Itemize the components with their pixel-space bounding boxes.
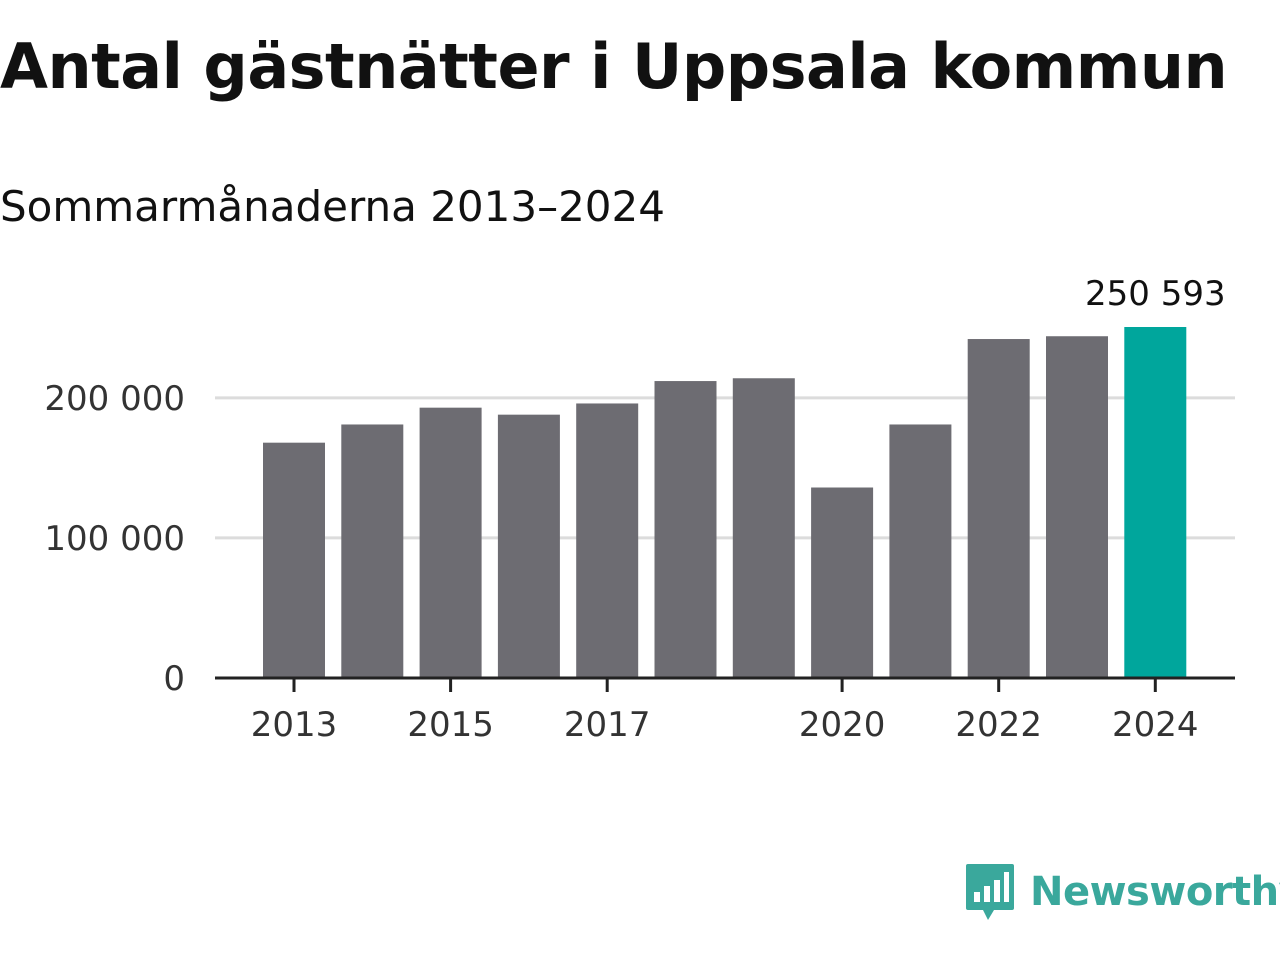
bar-2022 bbox=[967, 339, 1030, 678]
y-tick-label: 0 bbox=[163, 659, 185, 699]
x-tick-label: 2015 bbox=[407, 705, 494, 745]
bar-2020 bbox=[811, 487, 874, 678]
x-tick-label: 2022 bbox=[955, 705, 1042, 745]
chart-subtitle: Sommarmånaderna 2013–2024 bbox=[0, 182, 665, 231]
bar-chart: 0 100 000 200 000 250 593 2013 2015 2017 2020 20… bbox=[44, 274, 1235, 745]
bar-2021 bbox=[889, 424, 952, 678]
chart-title: Antal gästnätter i Uppsala kommun bbox=[0, 30, 1228, 103]
bar-2016 bbox=[497, 414, 560, 678]
x-tick-label: 2013 bbox=[251, 705, 338, 745]
bar-2013 bbox=[263, 442, 325, 678]
bar-2019 bbox=[732, 378, 795, 678]
newsworthy-logo-text: Newsworthy bbox=[1030, 869, 1280, 915]
y-tick-label: 100 000 bbox=[44, 519, 185, 559]
data-label: 250 593 bbox=[1085, 274, 1226, 314]
y-tick-label: 200 000 bbox=[44, 379, 185, 419]
bar-2023 bbox=[1046, 336, 1108, 678]
bar-2024 bbox=[1124, 327, 1187, 678]
newsworthy-logo: Newsworthy bbox=[964, 862, 1280, 922]
bar-2014 bbox=[341, 424, 404, 678]
newsworthy-logo-icon bbox=[966, 864, 1014, 920]
x-tick-label: 2024 bbox=[1112, 705, 1199, 745]
bar-2017 bbox=[576, 403, 639, 678]
x-tick-label: 2017 bbox=[564, 705, 651, 745]
bar-2018 bbox=[654, 381, 717, 678]
x-tick-label: 2020 bbox=[799, 705, 886, 745]
bar-2015 bbox=[419, 407, 482, 678]
